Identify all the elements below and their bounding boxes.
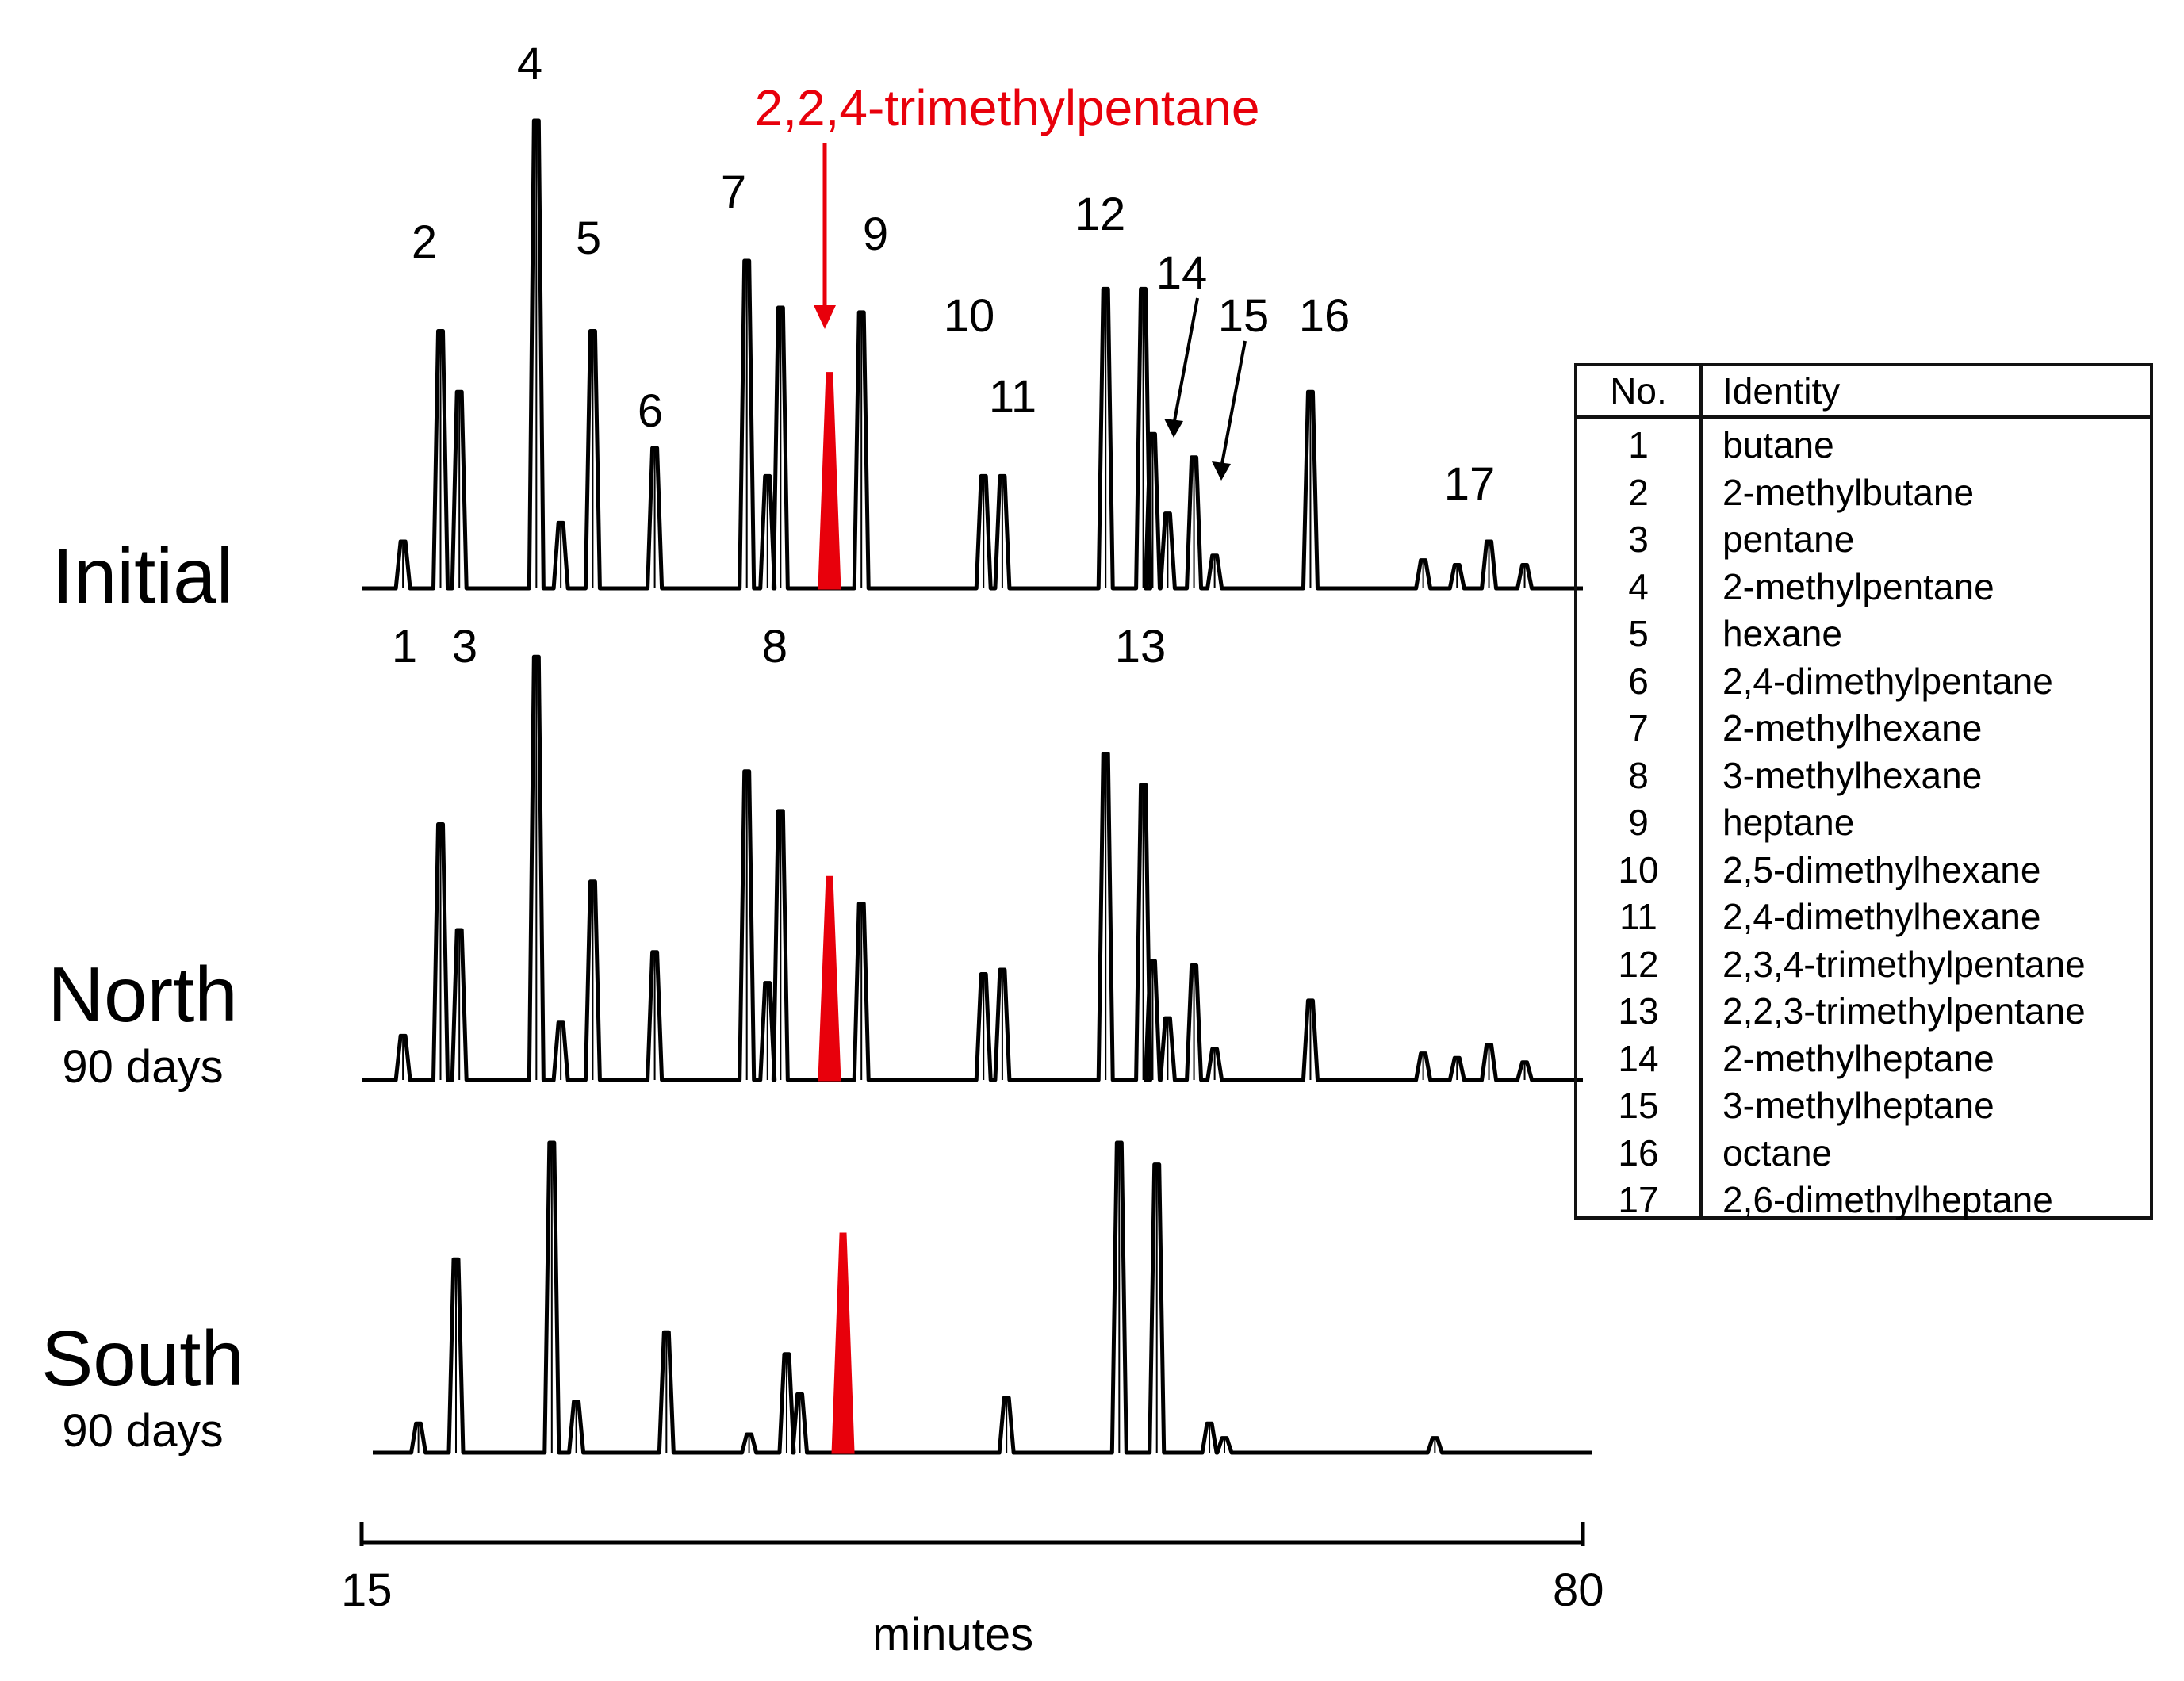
trace-name: North xyxy=(48,951,238,1038)
trace-label-initial: Initial xyxy=(32,537,254,615)
arrow-15 xyxy=(1220,340,1247,469)
trace-label-south: South 90 days xyxy=(32,1319,254,1454)
highlight-peak xyxy=(818,875,841,1082)
trace-line-initial xyxy=(362,118,1583,591)
legend-row-no: 6 xyxy=(1628,660,1649,702)
legend-row-no: 12 xyxy=(1618,943,1659,985)
legend-row: 5 hexane xyxy=(1577,611,2150,657)
legend-row-identity: 2,4-dimethylpentane xyxy=(1722,660,2053,702)
compound-legend-table: No. Identity 1 butane 2 2-methylbutane 3 pent… xyxy=(1574,363,2153,1220)
legend-row-no: 2 xyxy=(1628,471,1649,513)
peak-label: 1 xyxy=(392,621,417,672)
peak-label: 6 xyxy=(638,385,663,437)
legend-row: 3 pentane xyxy=(1577,516,2150,563)
peak-label: 16 xyxy=(1299,290,1351,342)
legend-row: 1 butane xyxy=(1577,422,2150,469)
trace-name: South xyxy=(40,1315,245,1402)
legend-row: 4 2-methylpentane xyxy=(1577,564,2150,611)
legend-row-identity: 3-methylhexane xyxy=(1722,754,1983,796)
highlight-arrow-head xyxy=(814,305,836,329)
legend-row: 12 2,3,4-trimethylpentane xyxy=(1577,941,2150,988)
legend-row-no: 9 xyxy=(1628,802,1649,843)
legend-row-identity: pentane xyxy=(1722,519,1855,560)
legend-row-identity: 2-methylheptane xyxy=(1722,1037,1994,1079)
legend-header-identity: Identity xyxy=(1722,370,1841,412)
legend-row: 7 2-methylhexane xyxy=(1577,705,2150,752)
legend-divider xyxy=(1699,366,1703,1216)
legend-row-no: 17 xyxy=(1618,1179,1659,1220)
legend-row-identity: octane xyxy=(1722,1132,1833,1174)
highlight-label: 2,2,4-trimethylpentane xyxy=(755,79,1260,136)
peak-label: 7 xyxy=(721,167,746,218)
peak-label: 2 xyxy=(412,216,437,268)
trace-name: Initial xyxy=(52,532,234,619)
peak-label: 9 xyxy=(863,209,888,260)
peak-label: 5 xyxy=(576,213,601,264)
trace-sublabel: 90 days xyxy=(62,1041,224,1093)
peak-label: 3 xyxy=(452,621,477,672)
legend-row-no: 7 xyxy=(1628,707,1649,749)
legend-row: 17 2,6-dimethylheptane xyxy=(1577,1177,2150,1223)
legend-header: No. Identity xyxy=(1577,366,2150,419)
x-tick-start: 15 xyxy=(341,1564,393,1616)
legend-row-identity: hexane xyxy=(1722,613,1842,654)
highlight-peak xyxy=(831,1232,855,1454)
legend-row-identity: 2,4-dimethylhexane xyxy=(1722,896,2041,937)
legend-row: 2 2-methylbutane xyxy=(1577,469,2150,516)
legend-row-identity: 2,6-dimethylheptane xyxy=(1722,1179,2053,1220)
peak-label: 10 xyxy=(944,290,995,342)
legend-row-identity: 3-methylheptane xyxy=(1722,1085,1994,1126)
trace-line-south xyxy=(373,1140,1592,1455)
legend-row-identity: 2,3,4-trimethylpentane xyxy=(1722,943,2086,985)
legend-row-no: 16 xyxy=(1618,1132,1659,1174)
legend-row-identity: butane xyxy=(1722,424,1834,465)
peak-label: 4 xyxy=(517,38,542,90)
x-axis-label: minutes xyxy=(872,1609,1034,1660)
trace-sublabel: 90 days xyxy=(62,1405,224,1457)
legend-row-no: 10 xyxy=(1618,848,1659,890)
legend-row-no: 11 xyxy=(1619,896,1657,937)
peak-label: 14 xyxy=(1156,247,1208,299)
peak-label: 11 xyxy=(989,371,1036,423)
x-tick-end: 80 xyxy=(1553,1564,1604,1616)
trace-label-north: North 90 days xyxy=(32,955,254,1090)
legend-header-no: No. xyxy=(1610,370,1667,412)
legend-row-no: 14 xyxy=(1618,1037,1659,1079)
legend-row: 8 3-methylhexane xyxy=(1577,752,2150,799)
arrow-14-head xyxy=(1164,419,1183,438)
legend-row-identity: 2-methylpentane xyxy=(1722,565,1994,607)
peak-label: 17 xyxy=(1444,458,1496,510)
legend-row: 6 2,4-dimethylpentane xyxy=(1577,658,2150,705)
legend-row-no: 5 xyxy=(1628,613,1649,654)
legend-row: 10 2,5-dimethylhexane xyxy=(1577,847,2150,894)
peak-label: 13 xyxy=(1115,621,1167,672)
legend-row-no: 4 xyxy=(1628,565,1649,607)
legend-row-no: 8 xyxy=(1628,754,1649,796)
legend-row: 16 octane xyxy=(1577,1130,2150,1177)
highlight-peak xyxy=(818,372,841,590)
arrow-15-head xyxy=(1212,461,1231,481)
legend-row-no: 3 xyxy=(1628,519,1649,560)
legend-row-identity: heptane xyxy=(1722,802,1855,843)
legend-row-identity: 2-methylhexane xyxy=(1722,707,1983,749)
legend-row-no: 13 xyxy=(1618,990,1659,1032)
peak-label: 8 xyxy=(762,621,787,672)
legend-row-identity: 2,2,3-trimethylpentane xyxy=(1722,990,2086,1032)
peak-label: 15 xyxy=(1218,290,1270,342)
legend-row: 9 heptane xyxy=(1577,799,2150,846)
legend-row-no: 1 xyxy=(1628,424,1649,465)
legend-row-no: 15 xyxy=(1618,1085,1659,1126)
legend-row: 13 2,2,3-trimethylpentane xyxy=(1577,988,2150,1035)
legend-row: 11 2,4-dimethylhexane xyxy=(1577,894,2150,940)
legend-row-identity: 2-methylbutane xyxy=(1722,471,1975,513)
trace-line-north xyxy=(362,654,1583,1082)
peak-label: 12 xyxy=(1075,189,1126,240)
legend-row: 15 3-methylheptane xyxy=(1577,1082,2150,1129)
legend-row-identity: 2,5-dimethylhexane xyxy=(1722,848,2041,890)
legend-row: 14 2-methylheptane xyxy=(1577,1036,2150,1082)
arrow-14 xyxy=(1172,297,1199,426)
